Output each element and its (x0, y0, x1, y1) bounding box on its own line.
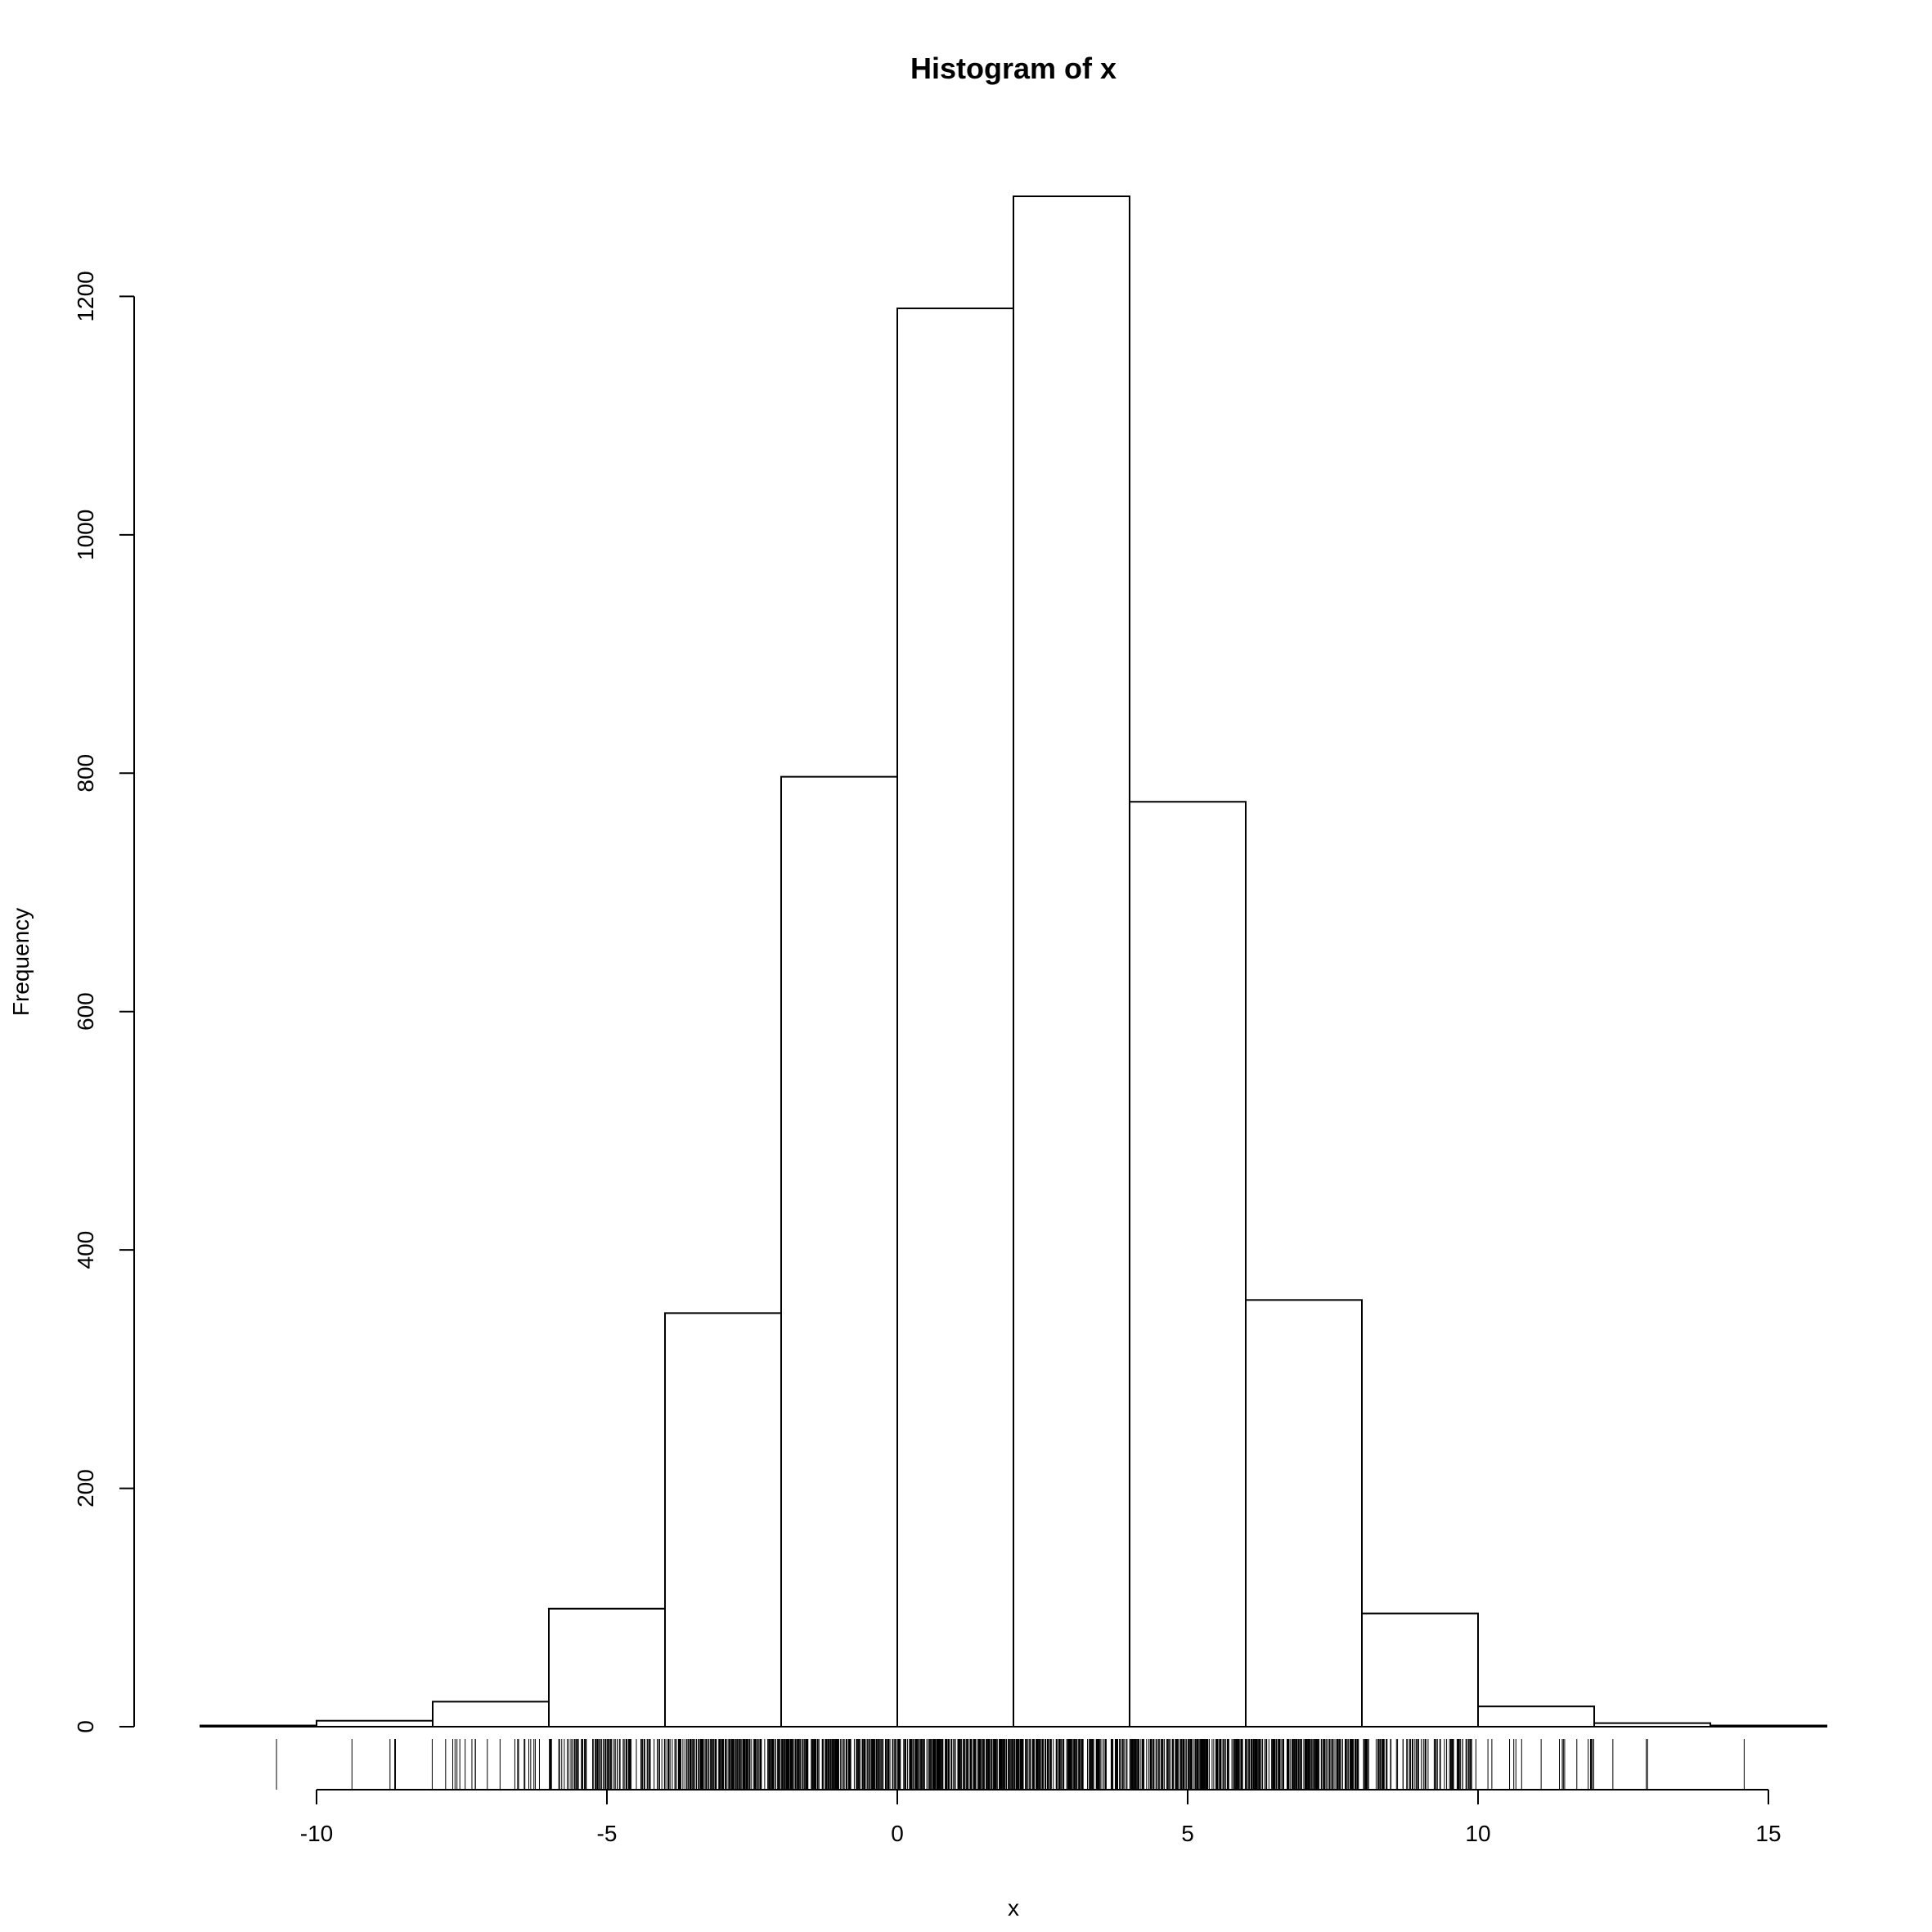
y-tick-label: 600 (73, 992, 98, 1031)
x-tick-label: 0 (891, 1821, 904, 1846)
histogram-bar (1477, 1705, 1595, 1728)
y-tick-label: 1000 (73, 510, 98, 560)
histogram-bar (432, 1701, 550, 1728)
y-axis: 0 200 400 600 800 1000 1200 (73, 271, 135, 1733)
histogram-bar (316, 1719, 434, 1728)
x-tick-label: 15 (1755, 1821, 1781, 1846)
x-tick-label: -10 (300, 1821, 333, 1846)
histogram-bar (1361, 1612, 1479, 1728)
x-tick-label: 5 (1181, 1821, 1194, 1846)
x-tick-label: 10 (1465, 1821, 1490, 1846)
histogram-bar (664, 1312, 782, 1728)
histogram-bar (1245, 1299, 1363, 1728)
histogram-bar (1129, 801, 1247, 1728)
chart-title: Histogram of x (910, 52, 1117, 85)
y-tick-label: 800 (73, 754, 98, 793)
rug-group (276, 1739, 1745, 1790)
histogram-bar (548, 1607, 666, 1728)
histogram-bar (896, 307, 1014, 1728)
histogram-bar (780, 775, 898, 1728)
y-tick-label: 0 (73, 1720, 98, 1733)
y-tick-label: 1200 (73, 271, 98, 321)
bars-group (200, 195, 1827, 1728)
y-tick-label: 400 (73, 1231, 98, 1269)
x-axis: -10 -5 0 5 10 15 (300, 1789, 1781, 1846)
y-axis-label: Frequency (8, 908, 34, 1016)
y-tick-label: 200 (73, 1469, 98, 1507)
x-axis-label: x (1008, 1895, 1019, 1921)
x-tick-label: -5 (597, 1821, 618, 1846)
histogram-bar (1013, 195, 1130, 1728)
